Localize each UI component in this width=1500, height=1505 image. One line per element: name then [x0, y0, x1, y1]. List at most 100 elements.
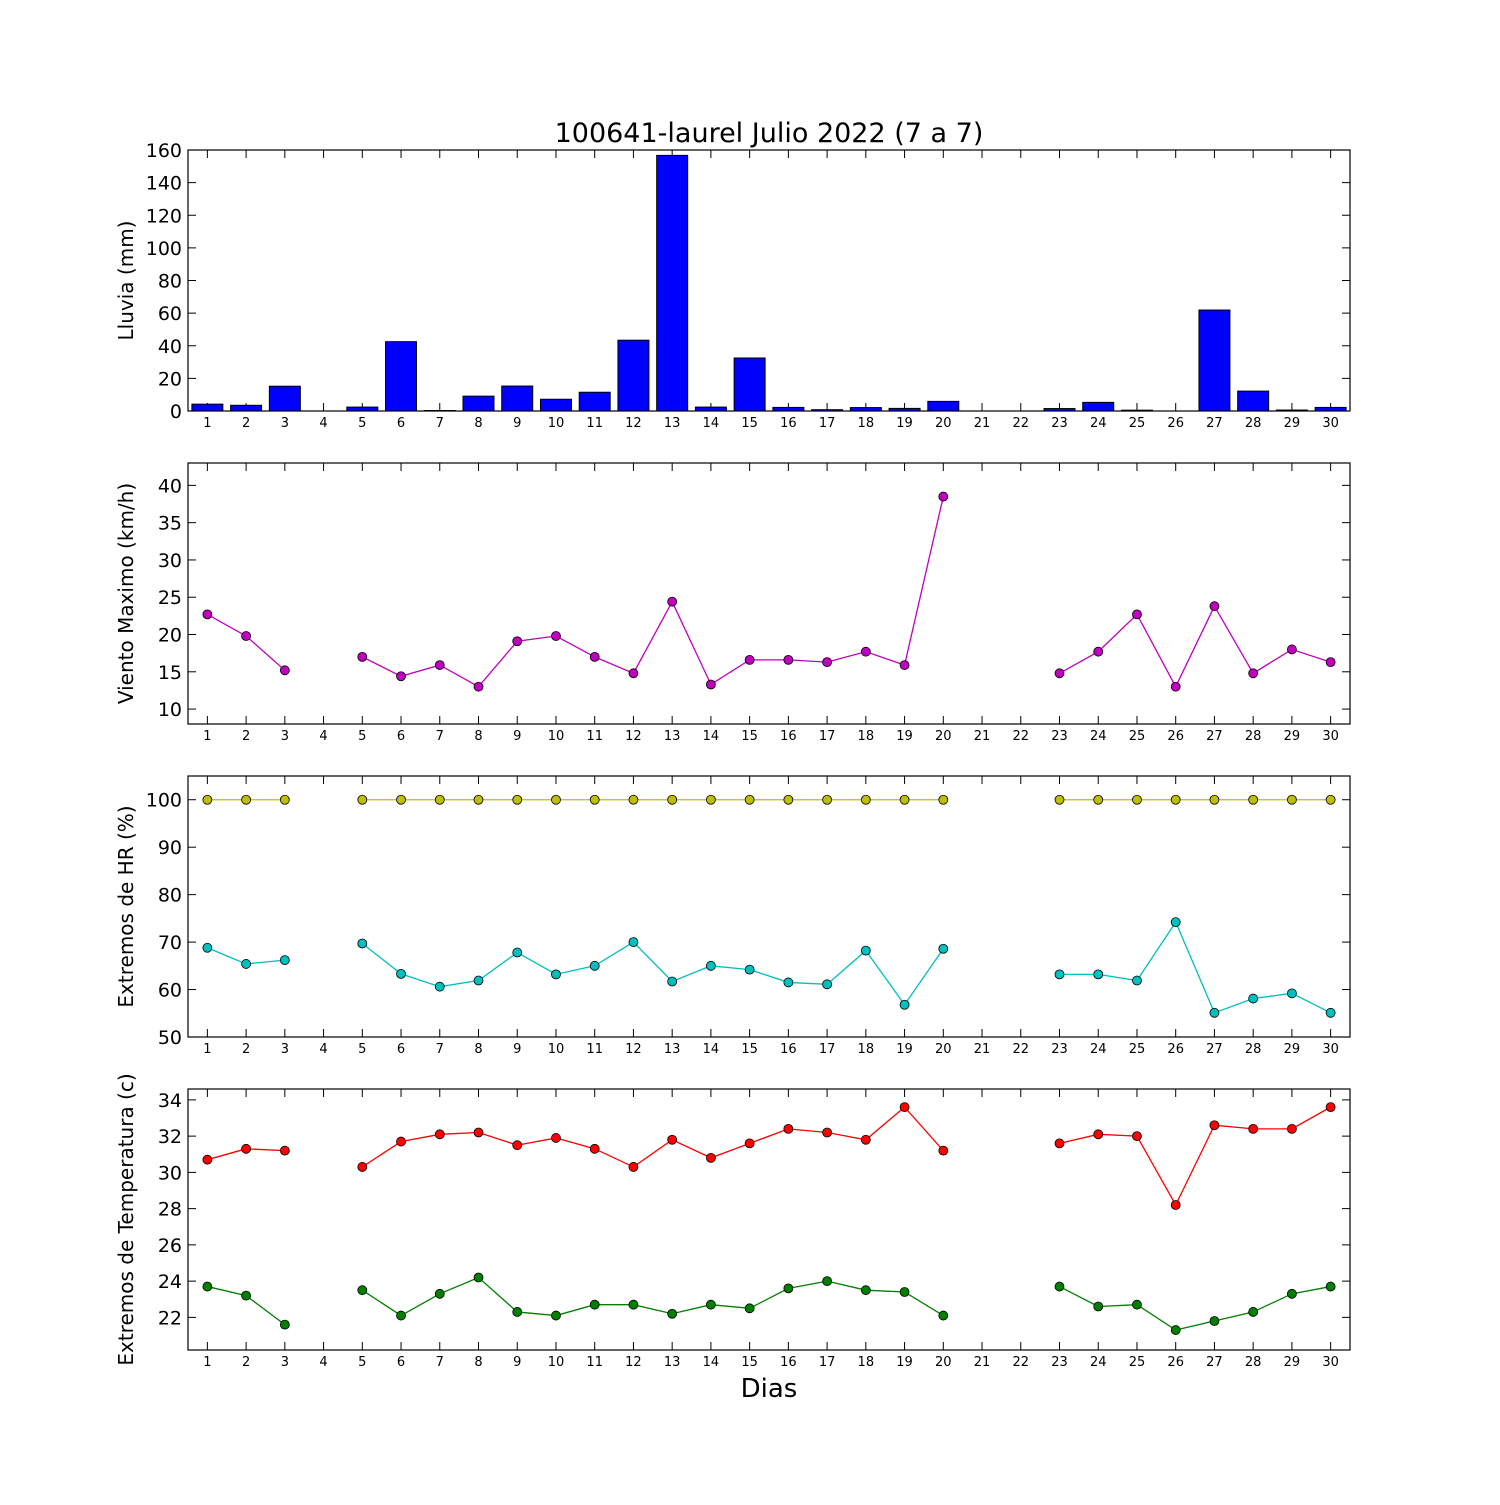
data-point — [1210, 795, 1219, 804]
x-tick-label: 23 — [1051, 729, 1068, 744]
x-tick-label: 16 — [780, 416, 797, 431]
data-point — [861, 1286, 870, 1295]
y-tick-label: 100 — [146, 790, 182, 812]
y-tick-label: 60 — [158, 980, 182, 1002]
data-point — [629, 669, 638, 678]
x-tick-label: 30 — [1322, 416, 1339, 431]
x-tick-label: 11 — [586, 416, 603, 431]
data-point — [939, 795, 948, 804]
data-point — [1132, 1132, 1141, 1141]
x-tick-label: 26 — [1167, 1355, 1184, 1370]
bar — [540, 399, 571, 411]
data-point — [1055, 970, 1064, 979]
data-point — [1094, 970, 1103, 979]
x-tick-label: 14 — [703, 1355, 720, 1370]
data-point — [629, 795, 638, 804]
x-tick-label: 17 — [819, 729, 836, 744]
x-tick-label: 10 — [548, 729, 565, 744]
y-tick-label: 80 — [158, 885, 182, 907]
data-point — [358, 652, 367, 661]
data-point — [1132, 1300, 1141, 1309]
x-tick-label: 6 — [397, 729, 405, 744]
data-point — [784, 1124, 793, 1133]
data-point — [1210, 1317, 1219, 1326]
x-tick-label: 6 — [397, 1042, 405, 1057]
bar — [231, 405, 262, 411]
x-tick-label: 28 — [1245, 1042, 1262, 1057]
data-point — [1287, 989, 1296, 998]
x-tick-label: 22 — [1012, 729, 1029, 744]
data-point — [280, 795, 289, 804]
series-line — [1060, 922, 1331, 1013]
x-tick-label: 20 — [935, 416, 952, 431]
data-point — [397, 672, 406, 681]
x-tick-label: 1 — [203, 1355, 211, 1370]
x-tick-label: 3 — [281, 416, 289, 431]
x-tick-label: 13 — [664, 1355, 681, 1370]
data-point — [745, 1139, 754, 1148]
x-tick-label: 19 — [896, 1042, 913, 1057]
bar — [695, 407, 726, 411]
x-tick-label: 8 — [474, 1355, 482, 1370]
y-tick-label: 40 — [158, 336, 182, 358]
data-point — [706, 795, 715, 804]
x-tick-label: 26 — [1167, 729, 1184, 744]
y-axis-label: Viento Maximo (km/h) — [114, 483, 138, 704]
bar — [618, 340, 649, 411]
y-tick-label: 35 — [158, 513, 182, 535]
y-tick-label: 10 — [158, 699, 182, 721]
x-tick-label: 26 — [1167, 416, 1184, 431]
data-point — [1094, 795, 1103, 804]
y-tick-label: 0 — [170, 401, 182, 423]
y-tick-label: 120 — [146, 205, 182, 227]
x-tick-label: 6 — [397, 416, 405, 431]
plot-frame — [188, 1089, 1350, 1350]
data-point — [1171, 682, 1180, 691]
data-point — [861, 647, 870, 656]
x-tick-label: 16 — [780, 1042, 797, 1057]
data-point — [435, 795, 444, 804]
data-point — [435, 1130, 444, 1139]
data-point — [1326, 1103, 1335, 1112]
x-tick-label: 8 — [474, 729, 482, 744]
data-point — [1094, 1130, 1103, 1139]
x-tick-label: 4 — [319, 1042, 327, 1057]
x-tick-label: 27 — [1206, 729, 1223, 744]
bar — [657, 155, 688, 411]
x-tick-label: 19 — [896, 416, 913, 431]
data-point — [513, 795, 522, 804]
data-point — [1249, 1307, 1258, 1316]
data-point — [397, 1311, 406, 1320]
bar — [1276, 410, 1307, 411]
bar — [502, 386, 533, 411]
data-point — [1210, 1121, 1219, 1130]
data-point — [280, 1146, 289, 1155]
data-point — [242, 795, 251, 804]
data-point — [1287, 1289, 1296, 1298]
x-tick-label: 29 — [1284, 1355, 1301, 1370]
data-point — [706, 961, 715, 970]
data-point — [939, 1311, 948, 1320]
x-tick-label: 21 — [974, 1042, 991, 1057]
data-point — [358, 1162, 367, 1171]
x-tick-label: 19 — [896, 729, 913, 744]
bar — [850, 408, 881, 411]
data-point — [203, 943, 212, 952]
data-point — [590, 652, 599, 661]
data-point — [474, 682, 483, 691]
x-tick-label: 20 — [935, 1355, 952, 1370]
x-tick-label: 27 — [1206, 1355, 1223, 1370]
x-tick-label: 12 — [625, 1042, 642, 1057]
x-tick-label: 24 — [1090, 729, 1107, 744]
data-point — [280, 666, 289, 675]
data-point — [242, 632, 251, 641]
series-line — [207, 614, 284, 670]
bar — [1121, 410, 1152, 411]
x-tick-label: 7 — [436, 416, 444, 431]
series-line — [362, 1278, 943, 1316]
data-point — [1249, 795, 1258, 804]
data-point — [784, 978, 793, 987]
data-point — [1326, 795, 1335, 804]
